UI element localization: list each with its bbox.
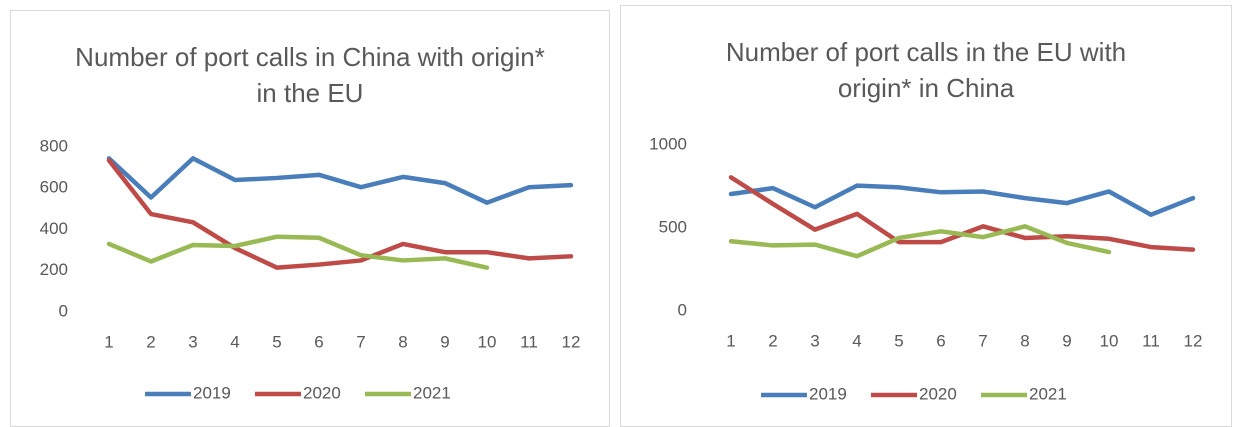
y-tick-label: 400 bbox=[40, 219, 68, 238]
x-tick-label: 12 bbox=[562, 332, 581, 351]
y-tick-label: 200 bbox=[40, 260, 68, 279]
x-tick-label: 5 bbox=[894, 331, 903, 350]
legend-label: 2019 bbox=[809, 384, 847, 403]
x-tick-label: 2 bbox=[146, 332, 155, 351]
x-tick-label: 8 bbox=[398, 332, 407, 351]
x-tick-label: 6 bbox=[936, 331, 945, 350]
x-tick-label: 4 bbox=[230, 332, 239, 351]
x-tick-label: 3 bbox=[188, 332, 197, 351]
legend-label: 2019 bbox=[193, 383, 231, 402]
x-tick-label: 3 bbox=[810, 331, 819, 350]
x-tick-label: 2 bbox=[768, 331, 777, 350]
series-line bbox=[728, 224, 1112, 259]
x-tick-label: 9 bbox=[440, 332, 449, 351]
legend-label: 2020 bbox=[919, 384, 957, 403]
chart-title: Number of port calls in the EU with orig… bbox=[725, 37, 1127, 103]
x-tick-label: 1 bbox=[726, 331, 735, 350]
series-line bbox=[728, 183, 1196, 217]
chart-panel: Number of port calls in China with origi… bbox=[10, 10, 610, 427]
legend-label: 2021 bbox=[1029, 384, 1067, 403]
x-tick-label: 10 bbox=[1100, 331, 1119, 350]
y-tick-label: 0 bbox=[678, 300, 687, 319]
x-tick-label: 11 bbox=[1142, 331, 1160, 350]
y-tick-label: 800 bbox=[40, 136, 68, 155]
y-tick-label: 0 bbox=[59, 301, 68, 320]
series-line bbox=[106, 156, 574, 205]
series-line bbox=[106, 158, 574, 270]
series-line bbox=[106, 234, 490, 270]
chart-panel: Number of port calls in the EU with orig… bbox=[620, 5, 1232, 427]
y-tick-label: 1000 bbox=[649, 134, 687, 153]
x-tick-label: 1 bbox=[104, 332, 113, 351]
x-tick-label: 8 bbox=[1020, 331, 1029, 350]
x-tick-label: 11 bbox=[520, 332, 538, 351]
legend-label: 2020 bbox=[303, 383, 341, 402]
legend-label: 2021 bbox=[413, 383, 451, 402]
x-tick-label: 7 bbox=[978, 331, 987, 350]
y-tick-label: 500 bbox=[659, 217, 687, 236]
x-tick-label: 7 bbox=[356, 332, 365, 351]
x-tick-label: 5 bbox=[272, 332, 281, 351]
x-tick-label: 12 bbox=[1184, 331, 1203, 350]
x-tick-label: 6 bbox=[314, 332, 323, 351]
x-tick-label: 10 bbox=[478, 332, 497, 351]
y-tick-label: 600 bbox=[40, 178, 68, 197]
series-line bbox=[728, 175, 1196, 252]
x-tick-label: 9 bbox=[1062, 331, 1071, 350]
x-tick-label: 4 bbox=[852, 331, 861, 350]
chart-title: Number of port calls in China with origi… bbox=[75, 42, 545, 108]
